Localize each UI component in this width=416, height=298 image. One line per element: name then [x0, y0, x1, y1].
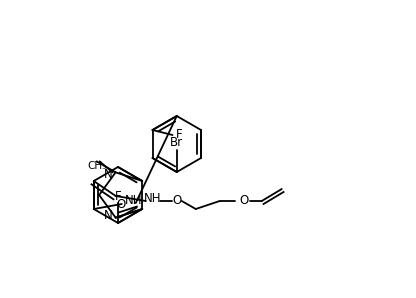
Text: NH: NH [125, 195, 143, 207]
Text: O: O [239, 195, 248, 207]
Text: F: F [115, 190, 121, 203]
Text: NH: NH [144, 193, 161, 206]
Text: N: N [104, 168, 113, 181]
Text: CH₃: CH₃ [87, 161, 106, 171]
Text: F: F [176, 128, 183, 142]
Text: N: N [104, 209, 113, 222]
Text: Br: Br [170, 136, 183, 148]
Text: O: O [116, 198, 125, 210]
Text: O: O [172, 195, 181, 207]
